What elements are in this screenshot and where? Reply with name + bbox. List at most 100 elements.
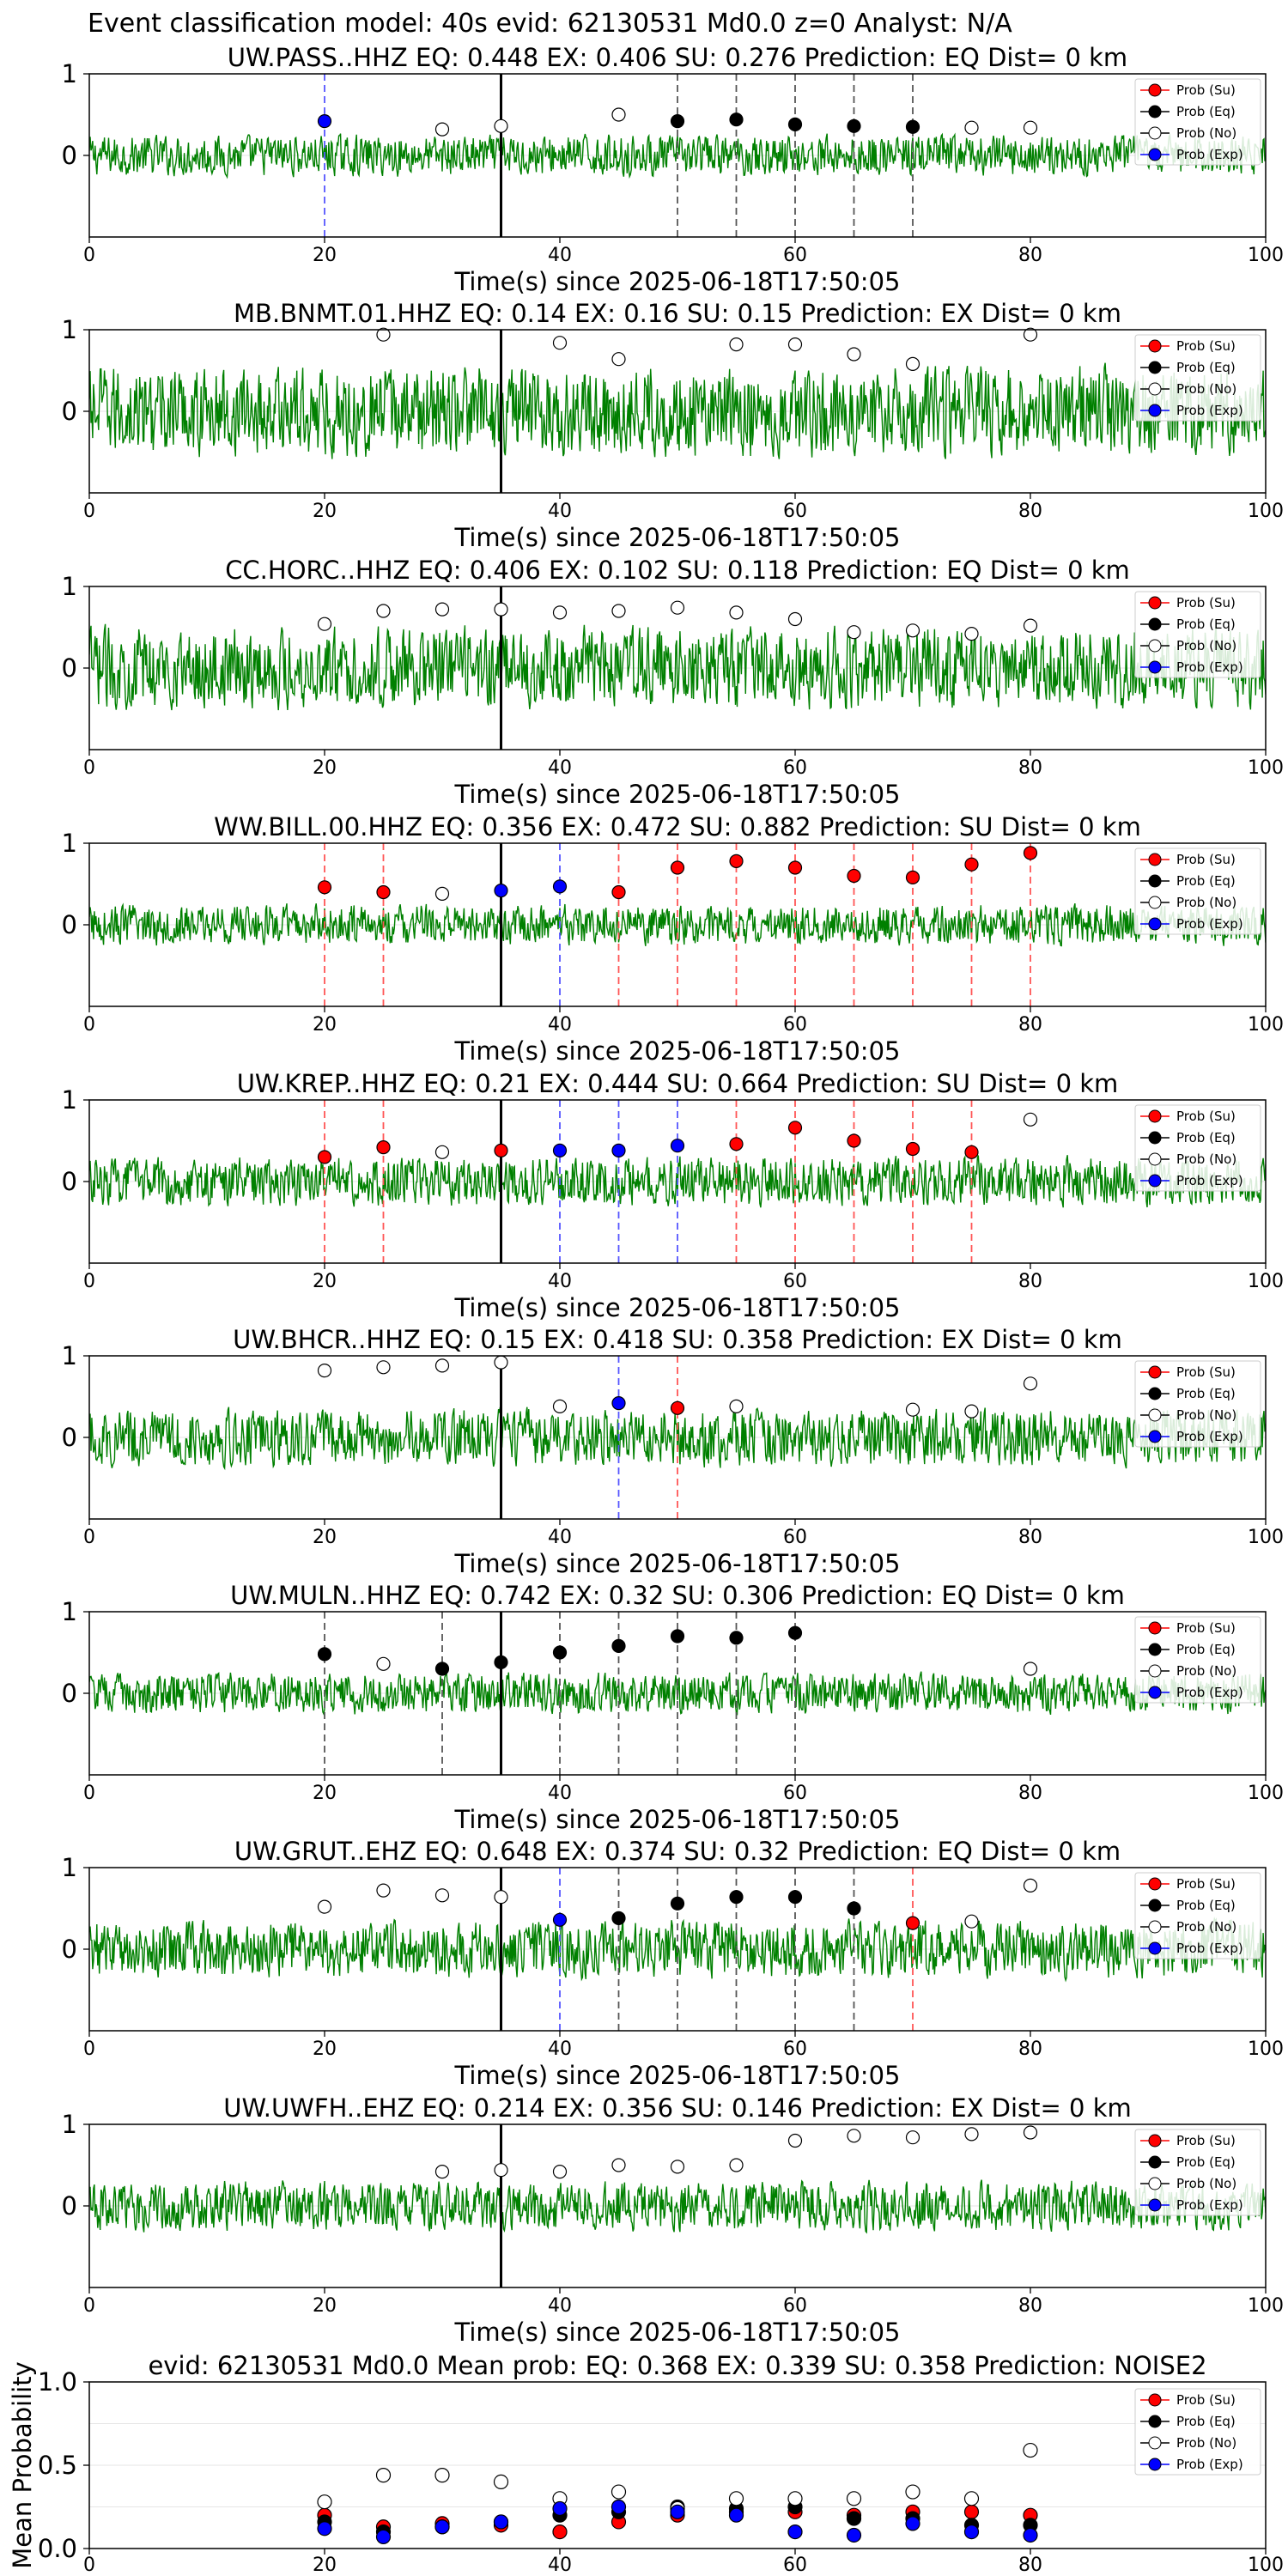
prob-point-no	[1023, 618, 1038, 633]
prob-point-no	[729, 1399, 744, 1414]
x-tick-label: 20	[313, 757, 337, 779]
legend-marker-exp	[1148, 1686, 1162, 1699]
prob-point-eq	[787, 1890, 803, 1905]
legend-label: Prob (Eq)	[1176, 617, 1236, 632]
prob-point-eq	[729, 1631, 744, 1645]
legend-label: Prob (Su)	[1176, 1109, 1236, 1124]
prob-point-no	[494, 1355, 508, 1370]
prob-point-exp	[552, 1143, 568, 1158]
legend-marker-eq	[1148, 105, 1162, 118]
y-tick-label: 1	[62, 1597, 77, 1626]
prob-point-no	[434, 1358, 450, 1373]
legend-marker-eq	[1148, 617, 1162, 631]
x-tick-label: 40	[548, 1783, 572, 1804]
x-tick-label: 80	[1018, 245, 1042, 266]
legend-label: Prob (Su)	[1176, 2133, 1236, 2148]
prob-point-no	[434, 1888, 450, 1903]
y-tick-label: 0	[62, 141, 77, 170]
mean-point-no	[787, 2491, 803, 2506]
legend-label: Prob (Eq)	[1176, 2154, 1236, 2170]
prob-point-no	[434, 886, 450, 902]
prob-point-no	[964, 1404, 979, 1419]
subplot-8: UW.GRUT..EHZ EQ: 0.648 EX: 0.374 SU: 0.3…	[62, 1837, 1284, 2090]
x-axis-label: Time(s) since 2025-06-18T17:50:05	[454, 1036, 901, 1066]
x-axis-label: Time(s) since 2025-06-18T17:50:05	[454, 267, 901, 296]
legend-label: Prob (Exp)	[1176, 403, 1243, 418]
prob-point-no	[494, 602, 508, 617]
legend-marker-su	[1148, 2393, 1162, 2407]
subplot-title: evid: 62130531 Md0.0 Mean prob: EQ: 0.36…	[148, 2351, 1206, 2380]
legend-label: Prob (Eq)	[1176, 2414, 1236, 2429]
y-tick-label: 0	[62, 1423, 77, 1452]
legend-box	[1134, 334, 1261, 422]
x-tick-label: 80	[1018, 1527, 1042, 1548]
legend-label: Prob (Eq)	[1176, 1130, 1236, 1145]
legend-marker-su	[1148, 1621, 1162, 1635]
prob-point-no	[434, 602, 450, 617]
subplot-title: UW.PASS..HHZ EQ: 0.448 EX: 0.406 SU: 0.2…	[228, 43, 1127, 72]
legend-box	[1134, 2129, 1261, 2216]
legend-label: Prob (Eq)	[1176, 1386, 1236, 1401]
x-tick-label: 20	[313, 501, 337, 522]
prob-point-su	[670, 860, 685, 875]
prob-point-no	[729, 605, 744, 620]
prob-point-exp	[317, 114, 332, 129]
prob-point-no	[905, 2130, 920, 2145]
prob-point-no	[434, 122, 450, 137]
prob-point-su	[847, 868, 861, 884]
legend-box	[1134, 78, 1261, 166]
y-tick-label: 0	[62, 2191, 77, 2221]
prob-point-su	[905, 870, 920, 885]
subplot-title: UW.MULN..HHZ EQ: 0.742 EX: 0.32 SU: 0.30…	[230, 1581, 1125, 1610]
x-tick-label: 0	[83, 1783, 95, 1804]
mean-point-exp	[375, 2529, 392, 2545]
waveform-trace	[89, 2179, 1266, 2234]
legend-marker-exp	[1148, 917, 1162, 931]
legend-label: Prob (Exp)	[1176, 1685, 1243, 1700]
prob-point-eq	[611, 1911, 626, 1925]
x-tick-label: 100	[1248, 501, 1284, 522]
mean-point-eq	[846, 2511, 862, 2526]
prob-point-exp	[670, 1139, 685, 1153]
x-tick-label: 60	[783, 1014, 807, 1036]
mean-point-exp	[963, 2524, 980, 2540]
y-tick-label: 0.5	[38, 2451, 77, 2480]
legend-marker-su	[1148, 1877, 1162, 1891]
legend-box	[1134, 1360, 1261, 1448]
subplot-3: CC.HORC..HHZ EQ: 0.406 EX: 0.102 SU: 0.1…	[62, 556, 1284, 809]
x-tick-label: 0	[83, 501, 95, 522]
x-tick-label: 20	[313, 1271, 337, 1292]
legend-label: Prob (Su)	[1176, 82, 1236, 98]
mean-point-exp	[846, 2527, 862, 2543]
y-tick-label: 0	[62, 910, 77, 939]
y-tick-label: 0	[62, 397, 77, 426]
x-tick-label: 40	[548, 2295, 572, 2317]
prob-point-eq	[729, 1890, 744, 1905]
legend-marker-exp	[1148, 1174, 1162, 1188]
legend-marker-eq	[1148, 2415, 1162, 2428]
y-tick-label: 1	[62, 1341, 77, 1370]
legend-label: Prob (Eq)	[1176, 1898, 1236, 1913]
y-tick-label: 1	[62, 59, 77, 88]
legend-marker-no	[1148, 2436, 1162, 2450]
subplot-title: CC.HORC..HHZ EQ: 0.406 EX: 0.102 SU: 0.1…	[225, 556, 1130, 585]
x-tick-label: 20	[313, 1014, 337, 1036]
x-tick-label: 100	[1248, 757, 1284, 779]
prob-point-su	[611, 884, 626, 900]
prob-point-no	[434, 2165, 450, 2179]
legend-label: Prob (Eq)	[1176, 873, 1236, 889]
y-tick-label: 1.0	[38, 2367, 77, 2397]
figure-suptitle: Event classification model: 40s evid: 62…	[88, 9, 1012, 39]
mean-point-exp	[552, 2500, 568, 2517]
x-tick-label: 40	[548, 2555, 572, 2576]
legend-marker-no	[1148, 896, 1162, 909]
legend-label: Prob (Exp)	[1176, 1941, 1243, 1956]
x-tick-label: 0	[83, 245, 95, 266]
mean-point-no	[493, 2474, 509, 2489]
subplot-title: UW.GRUT..EHZ EQ: 0.648 EX: 0.374 SU: 0.3…	[234, 1837, 1121, 1866]
prob-point-su	[787, 1121, 803, 1135]
prob-point-no	[376, 1360, 391, 1375]
legend-label: Prob (Su)	[1176, 1364, 1236, 1380]
subplot-title: UW.UWFH..EHZ EQ: 0.214 EX: 0.356 SU: 0.1…	[223, 2093, 1132, 2123]
mean-point-no	[963, 2491, 980, 2506]
